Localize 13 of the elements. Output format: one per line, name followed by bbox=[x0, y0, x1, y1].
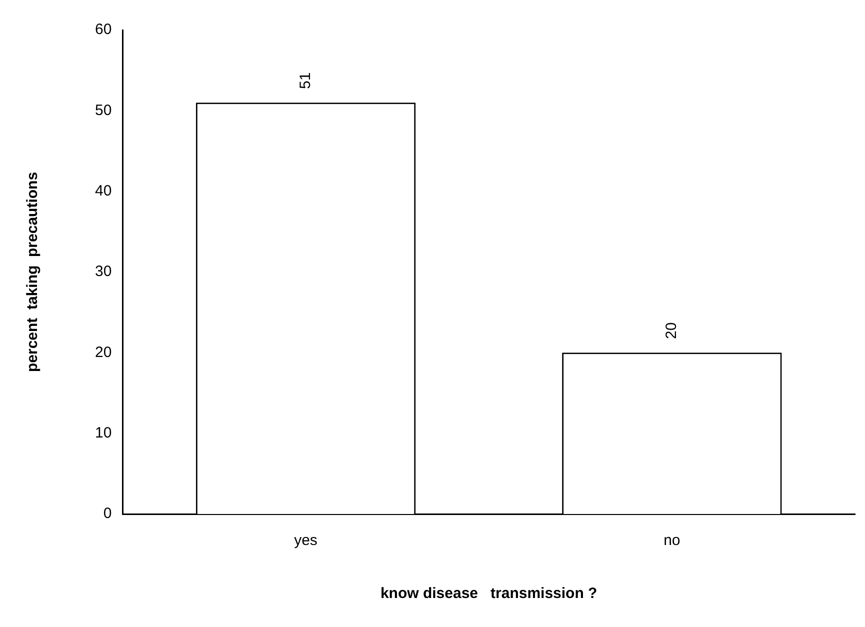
x-tick-label: yes bbox=[294, 532, 318, 550]
x-tick-label: no bbox=[664, 532, 680, 550]
y-tick-label: 30 bbox=[94, 263, 112, 280]
data-label: 51 bbox=[296, 72, 314, 89]
y-tick-label: 40 bbox=[94, 182, 112, 200]
x-axis-title: know disease transmission ? bbox=[380, 585, 598, 602]
y-axis-title: percent taking precautions bbox=[24, 172, 42, 372]
y-tick-label: 10 bbox=[94, 424, 112, 442]
y-tick-label: 0 bbox=[103, 505, 112, 522]
y-tick-label: 20 bbox=[94, 344, 112, 361]
y-tick-label: 60 bbox=[94, 21, 112, 38]
y-tick-label: 50 bbox=[94, 102, 112, 119]
data-label: 20 bbox=[663, 322, 680, 340]
